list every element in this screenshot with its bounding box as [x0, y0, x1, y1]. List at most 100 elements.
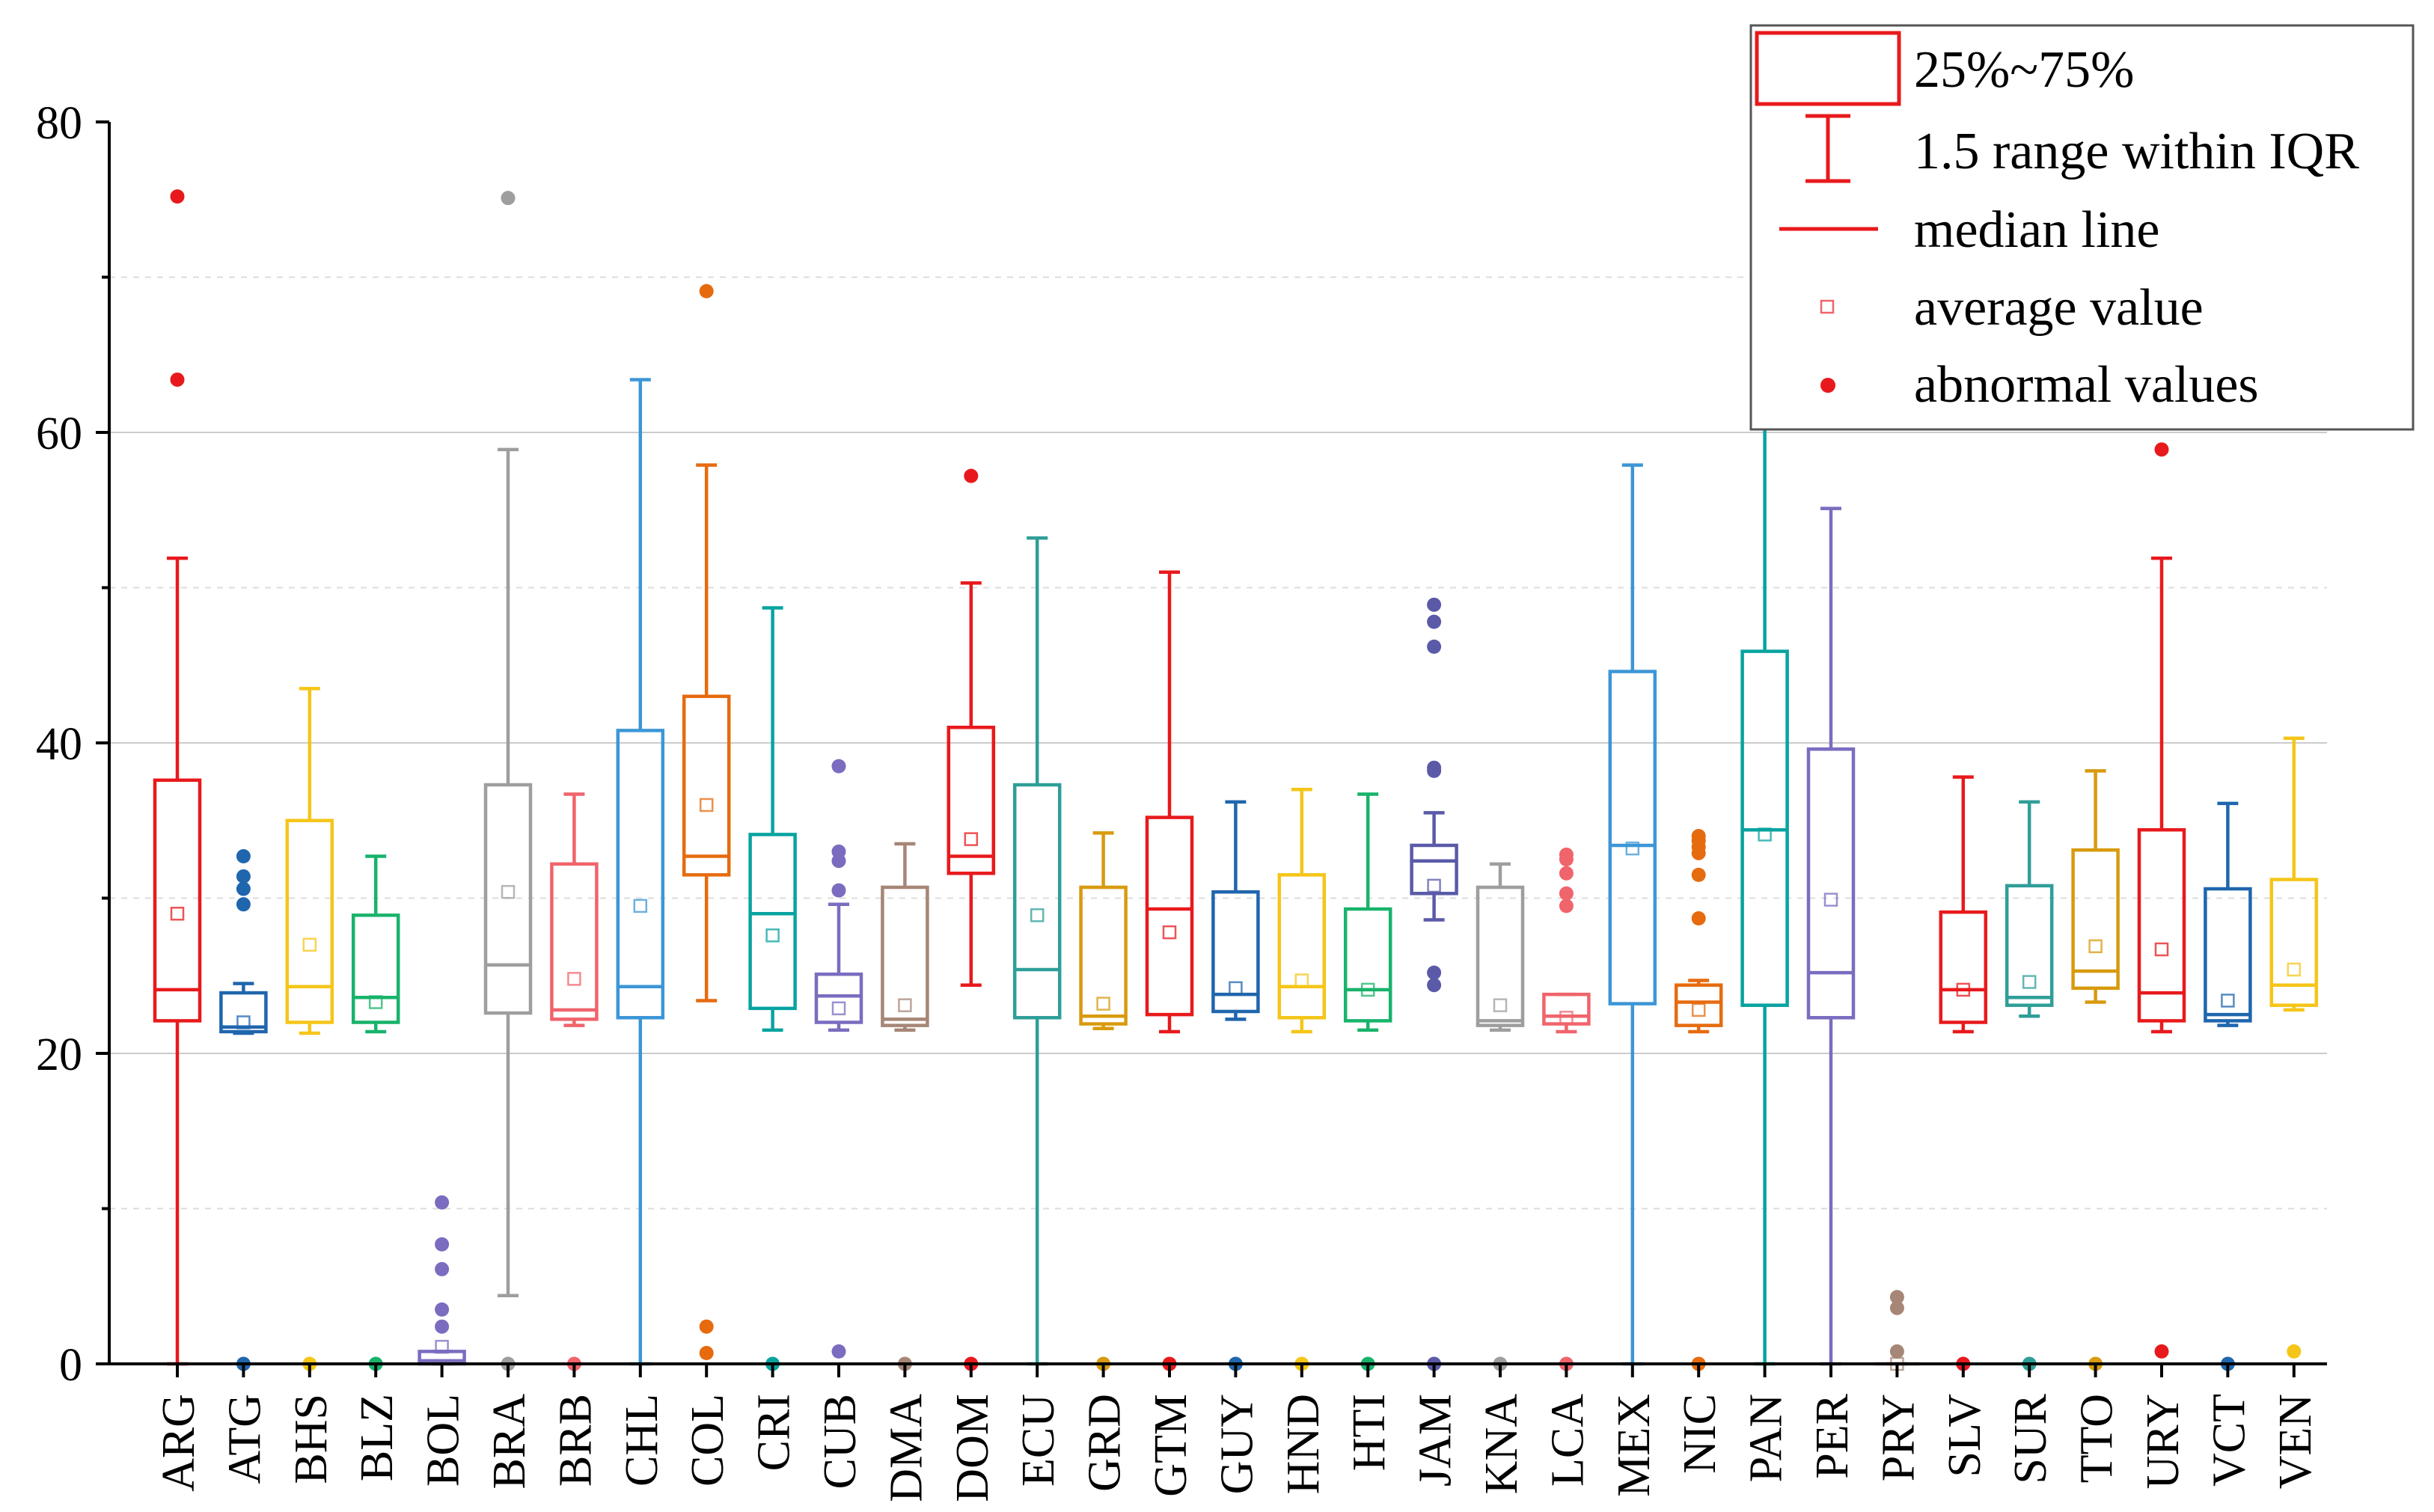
- iqr-box: [1145, 815, 1194, 1017]
- legend-abnormal-symbol: [1820, 378, 1835, 393]
- y-tick-label-40: 40: [36, 719, 82, 770]
- outlier-point: [831, 1344, 846, 1359]
- x-tick-label-sur: SUR: [2005, 1393, 2056, 1484]
- outlier-point: [236, 869, 251, 884]
- iqr-box: [1542, 992, 1591, 1026]
- x-tick-label-cri: CRI: [749, 1394, 800, 1471]
- outlier-point: [1427, 614, 1442, 629]
- box-cri: [748, 606, 797, 1371]
- average-marker: [765, 928, 780, 943]
- outlier-point: [1691, 910, 1706, 925]
- iqr-box: [814, 972, 863, 1024]
- outlier-point: [2154, 1344, 2169, 1359]
- iqr-box: [1608, 670, 1657, 1006]
- box-guy: [1211, 800, 1260, 1371]
- x-tick-label-bra: BRA: [484, 1394, 535, 1490]
- iqr-box: [285, 818, 334, 1024]
- x-tick-label-col: COL: [682, 1394, 733, 1487]
- outlier-point: [435, 1237, 450, 1252]
- average-marker: [1360, 982, 1375, 997]
- iqr-box: [616, 729, 665, 1020]
- average-marker: [435, 1339, 449, 1354]
- outlier-point: [1427, 965, 1442, 980]
- average-marker: [1030, 908, 1045, 922]
- average-marker: [1427, 878, 1441, 893]
- iqr-box: [2005, 884, 2054, 1007]
- outlier-point: [1427, 978, 1442, 993]
- iqr-box: [483, 783, 533, 1015]
- average-marker: [1758, 827, 1772, 842]
- legend-average-symbol: [1820, 299, 1835, 314]
- iqr-box: [1939, 910, 1988, 1024]
- iqr-box: [1277, 873, 1327, 1020]
- outlier-point: [236, 848, 251, 863]
- x-tick-label-mex: MEX: [1609, 1394, 1660, 1497]
- box-mex: [1608, 463, 1657, 1366]
- x-tick-label-per: PER: [1807, 1393, 1858, 1478]
- box-atg: [219, 848, 268, 1371]
- outlier-point: [1427, 597, 1442, 612]
- x-tick-label-pry: PRY: [1873, 1394, 1924, 1481]
- box-grd: [1079, 831, 1128, 1371]
- iqr-box: [1211, 890, 1260, 1014]
- y-tick-label-80: 80: [36, 98, 82, 149]
- iqr-box: [881, 885, 929, 1027]
- x-tick-label-kna: KNA: [1476, 1394, 1527, 1495]
- outlier-point: [831, 844, 846, 859]
- box-bra: [483, 191, 533, 1371]
- outlier-point: [435, 1319, 450, 1334]
- legend-label-whisker: 1.5 range within IQR: [1914, 123, 2359, 180]
- box-hnd: [1277, 788, 1327, 1371]
- box-ury: [2137, 442, 2186, 1359]
- x-tick-label-lca: LCA: [1542, 1394, 1593, 1487]
- box-brb: [550, 792, 599, 1371]
- x-tick-label-arg: ARG: [153, 1394, 204, 1492]
- average-marker: [1559, 1011, 1574, 1025]
- iqr-box: [1410, 843, 1458, 896]
- average-marker: [2154, 942, 2169, 957]
- box-chl: [616, 378, 665, 1366]
- outlier-point: [2287, 1344, 2302, 1359]
- x-tick-label-jam: JAM: [1410, 1394, 1461, 1487]
- x-tick-label-vct: VCT: [2204, 1394, 2254, 1487]
- y-tick-label-60: 60: [36, 408, 82, 459]
- box-ven: [2269, 736, 2319, 1359]
- iqr-box: [682, 694, 731, 877]
- outlier-point: [964, 468, 979, 483]
- outlier-point: [699, 1319, 714, 1334]
- x-tick-label-slv: SLV: [1939, 1394, 1990, 1478]
- average-marker: [1823, 893, 1838, 907]
- average-marker: [898, 998, 912, 1012]
- legend-label-box: 25%~75%: [1914, 41, 2135, 99]
- x-axis-ticks: ARG ATG BHS BLZ BOL BRA BRB CHL COL CRI CUB DMA DOM E…: [153, 1364, 2321, 1502]
- y-tick-label-20: 20: [36, 1029, 82, 1080]
- x-tick-label-ven: VEN: [2270, 1394, 2321, 1489]
- x-tick-label-grd: GRD: [1080, 1394, 1131, 1492]
- box-gtm: [1145, 570, 1194, 1371]
- average-marker: [1229, 981, 1243, 996]
- x-tick-label-hti: HTI: [1344, 1394, 1395, 1471]
- x-tick-label-pan: PAN: [1741, 1394, 1792, 1482]
- average-marker: [567, 972, 581, 986]
- x-tick-label-ury: URY: [2138, 1394, 2189, 1489]
- outlier-point: [501, 191, 516, 206]
- iqr-box: [1343, 907, 1392, 1023]
- legend-label-abnormal: abnormal values: [1914, 356, 2259, 414]
- iqr-box: [2071, 848, 2120, 991]
- x-tick-label-guy: GUY: [1211, 1394, 1262, 1494]
- outlier-point: [831, 759, 846, 774]
- average-marker: [1956, 982, 1971, 997]
- iqr-box: [1012, 783, 1062, 1020]
- iqr-box: [1079, 885, 1128, 1026]
- outlier-point: [1559, 847, 1574, 862]
- average-marker: [1625, 841, 1640, 856]
- average-marker: [302, 937, 317, 952]
- iqr-box: [550, 862, 599, 1021]
- outlier-point: [1559, 886, 1574, 901]
- box-kna: [1476, 862, 1525, 1371]
- average-marker: [1294, 973, 1309, 988]
- average-marker: [831, 1001, 846, 1016]
- outlier-point: [1427, 760, 1442, 775]
- outlier-point: [699, 284, 714, 299]
